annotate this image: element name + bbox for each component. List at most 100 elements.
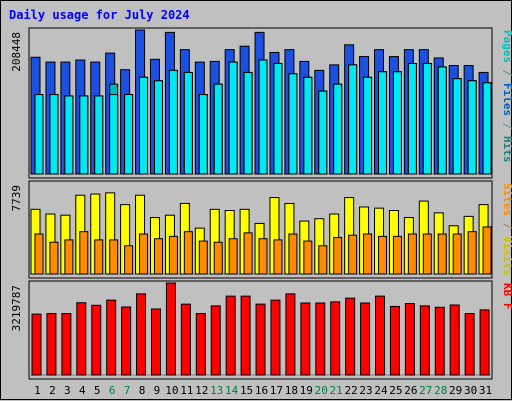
kb_panel-kbf-bar-5 [91, 304, 102, 376]
kb_panel-kbf-bar-20 [315, 302, 326, 376]
visits_panel-sites-bar-21 [333, 237, 343, 275]
visits_panel-sites-bar-27 [422, 233, 432, 275]
x-tick-label-15: 15 [240, 384, 253, 397]
visits_panel-legend-item-0: Sites [501, 183, 512, 216]
hits_panel-pages-bar-5 [94, 95, 104, 175]
visits_panel-sites-bar-23 [363, 233, 373, 275]
visits_panel-sites-bar-28 [437, 233, 447, 275]
x-tick-label-23: 23 [359, 384, 372, 397]
x-tick-label-21: 21 [330, 384, 343, 397]
x-tick-label-29: 29 [449, 384, 462, 397]
kb_panel-kbf-bar-15 [240, 295, 251, 376]
visits_panel-sites-bar-19 [303, 240, 313, 275]
visits_panel-sites-bar-1 [34, 233, 44, 275]
x-tick-label-18: 18 [285, 384, 298, 397]
x-tick-label-12: 12 [195, 384, 208, 397]
hits_panel-pages-bar-3 [64, 95, 74, 175]
visits_panel-sites-bar-22 [348, 234, 358, 275]
visits_panel-sites-bar-16 [258, 238, 268, 275]
kb_panel-kbf-bar-17 [270, 299, 281, 376]
hits_panel-pages-bar-20 [318, 90, 328, 175]
hits_panel-ymax-label: 208448 [10, 32, 23, 72]
x-tick-label-16: 16 [255, 384, 268, 397]
x-tick-label-8: 8 [139, 384, 146, 397]
x-tick-label-30: 30 [464, 384, 477, 397]
hits_panel-pages-bar-6 [109, 94, 119, 175]
hits_panel-pages-bar-19 [303, 76, 313, 175]
kb_panel-kbf-bar-14 [225, 295, 236, 376]
hits_panel-pages-bar-22 [348, 64, 358, 175]
hits_panel-legend-item-3: / [501, 116, 512, 136]
hits_panel-pages-bar-2 [49, 94, 59, 175]
x-tick-label-11: 11 [180, 384, 193, 397]
kb_panel-legend-item-0: KB F [501, 283, 512, 310]
x-axis-day-labels: 1 2 3 4 5 6 7 8 9 10 11 12 13 14 15 16 17 18 19 20 21 22 23 24 2… [34, 384, 492, 397]
visits_panel-legend-item-1: / [501, 216, 512, 236]
kb_panel-kbf-bar-21 [330, 301, 341, 376]
kb_panel-kbf-bar-24 [375, 295, 386, 376]
hits_panel-pages-bar-31 [482, 82, 492, 175]
kb_panel-kbf-bar-25 [389, 305, 400, 376]
visits_panel-ymax-label: 7739 [10, 185, 23, 212]
hits_panel-pages-bar-21 [333, 83, 343, 175]
visits_panel-sites-bar-4 [79, 231, 89, 275]
kb_panel-kbf-bar-12 [195, 313, 206, 376]
hits_panel-pages-bar-16 [258, 59, 268, 175]
hits_panel-pages-bar-24 [378, 71, 388, 175]
x-tick-label-25: 25 [389, 384, 402, 397]
visits_panel: 7739 Sites / Visits [10, 180, 512, 279]
hits_panel-pages-bar-7 [124, 94, 134, 175]
x-tick-label-22: 22 [344, 384, 357, 397]
visits_panel-sites-bar-10 [168, 235, 178, 275]
visits_panel-sites-bar-18 [288, 233, 298, 275]
x-tick-label-4: 4 [79, 384, 86, 397]
hits_panel-pages-bar-30 [467, 80, 477, 175]
visits_panel-sites-bar-9 [153, 238, 163, 275]
x-tick-label-27: 27 [419, 384, 432, 397]
visits_panel-sites-bar-17 [273, 239, 283, 275]
visits_panel-sites-bar-31 [482, 226, 492, 275]
hits_panel-pages-bar-12 [198, 94, 208, 175]
chart-panels: 208448 Pages / Files / Hits 7739 Sites / Vi… [10, 27, 512, 380]
kb_panel-kbf-bar-6 [106, 299, 117, 376]
visits_panel-sites-bar-2 [49, 241, 59, 275]
kb_panel-kbf-bar-23 [360, 302, 371, 376]
hits_panel-side-legend: Pages / Files / Hits [501, 30, 512, 163]
visits_panel-sites-bar-15 [243, 232, 253, 275]
x-tick-label-2: 2 [49, 384, 56, 397]
x-tick-label-6: 6 [109, 384, 116, 397]
visits_panel-legend-item-2: Visits [501, 236, 512, 276]
kb_panel-kbf-bar-2 [46, 313, 57, 376]
hits_panel-legend-item-2: Files [501, 83, 512, 116]
visits_panel-sites-bar-13 [213, 241, 223, 275]
visits_panel-sites-bar-12 [198, 240, 208, 275]
kb_panel-kbf-bar-3 [61, 313, 72, 376]
hits_panel-pages-bar-27 [422, 62, 432, 175]
visits_panel-sites-bar-3 [64, 239, 74, 275]
visits_panel-sites-bar-30 [467, 231, 477, 275]
visits_panel-side-legend: Sites / Visits [501, 183, 512, 276]
hits_panel-pages-bar-25 [392, 71, 402, 175]
x-tick-label-17: 17 [270, 384, 283, 397]
hits_panel-pages-bar-23 [363, 76, 373, 175]
x-tick-label-13: 13 [210, 384, 223, 397]
kb_panel-kbf-bar-30 [464, 313, 475, 376]
visits_panel-sites-bar-5 [94, 239, 104, 275]
hits_panel-pages-bar-14 [228, 61, 238, 175]
visits_panel-sites-bar-11 [183, 231, 193, 275]
visits_panel-sites-bar-8 [139, 233, 149, 275]
x-tick-label-14: 14 [225, 384, 239, 397]
hits_panel-pages-bar-28 [437, 66, 447, 175]
chart-title: Daily usage for July 2024 [9, 8, 190, 22]
hits_panel-legend-item-0: Pages [501, 30, 512, 63]
hits_panel-pages-bar-1 [34, 94, 44, 175]
visits_panel-sites-bar-25 [392, 235, 402, 275]
hits_panel-legend-item-1: / [501, 63, 512, 83]
hits_panel-pages-bar-29 [452, 78, 462, 175]
x-tick-label-3: 3 [64, 384, 71, 397]
visits_panel-sites-bar-7 [124, 245, 134, 275]
x-tick-label-1: 1 [34, 384, 41, 397]
kb_panel-kbf-bar-10 [165, 282, 176, 376]
hits_panel-pages-bar-11 [183, 71, 193, 175]
